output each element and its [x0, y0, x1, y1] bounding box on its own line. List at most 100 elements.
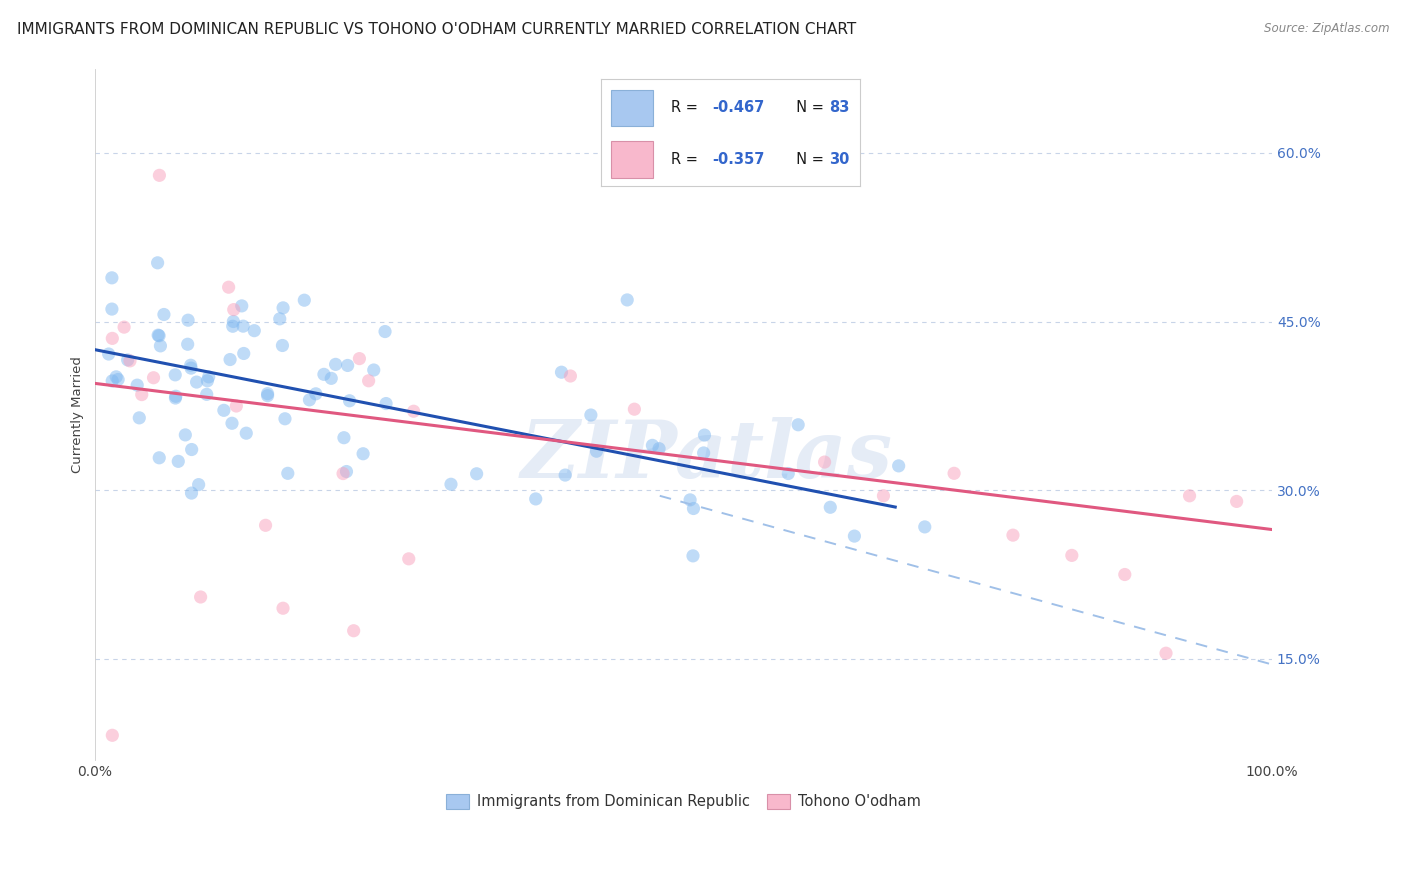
Point — [336, 359, 359, 373]
Point — [648, 442, 671, 456]
Point — [641, 438, 664, 452]
Point — [153, 308, 176, 322]
Point — [219, 352, 242, 367]
Point — [190, 590, 212, 604]
Point — [623, 402, 645, 417]
Point — [165, 368, 187, 382]
Point — [1001, 528, 1024, 542]
Point — [174, 428, 197, 442]
Point — [165, 389, 187, 403]
Point — [325, 357, 347, 371]
Point — [374, 325, 396, 339]
Point — [335, 465, 357, 479]
Point — [277, 467, 299, 481]
Point — [222, 302, 245, 317]
Point — [943, 467, 966, 481]
Text: ZIPatlas: ZIPatlas — [520, 417, 893, 494]
Point — [778, 467, 800, 481]
Point — [352, 447, 374, 461]
Point — [682, 549, 704, 563]
Point — [579, 408, 602, 422]
Y-axis label: Currently Married: Currently Married — [72, 356, 84, 473]
Point — [682, 501, 704, 516]
Point — [222, 314, 245, 328]
Text: Source: ZipAtlas.com: Source: ZipAtlas.com — [1264, 22, 1389, 36]
Point — [165, 391, 187, 405]
Point — [333, 431, 356, 445]
Point — [101, 270, 124, 285]
Point — [256, 389, 278, 403]
Point — [101, 302, 124, 317]
Point — [167, 454, 190, 468]
Point — [177, 313, 200, 327]
Point — [176, 337, 198, 351]
Point — [820, 500, 842, 515]
Point — [343, 624, 366, 638]
Point — [271, 301, 294, 315]
Point — [813, 455, 835, 469]
Point — [375, 396, 398, 410]
Point — [349, 351, 371, 366]
Point — [298, 392, 321, 407]
Point — [112, 320, 135, 334]
Point — [550, 365, 572, 379]
Point — [292, 293, 315, 308]
Point — [1060, 549, 1083, 563]
Point — [305, 386, 328, 401]
Point — [148, 169, 170, 183]
Point — [118, 354, 141, 368]
Point — [1154, 646, 1177, 660]
Point — [232, 319, 254, 334]
Point — [554, 468, 576, 483]
Point — [97, 347, 120, 361]
Point — [844, 529, 866, 543]
Point — [440, 477, 463, 491]
Point — [105, 369, 128, 384]
Point — [872, 489, 894, 503]
Point — [274, 411, 297, 425]
Point — [524, 491, 547, 506]
Point — [232, 346, 254, 360]
Point — [128, 410, 150, 425]
Point — [180, 361, 202, 376]
Point — [616, 293, 638, 307]
Point — [187, 477, 209, 491]
Point — [1114, 567, 1136, 582]
Point — [235, 426, 257, 441]
Point — [212, 403, 235, 417]
Point — [465, 467, 488, 481]
Point — [148, 450, 170, 465]
Point — [195, 387, 218, 401]
Point — [142, 370, 165, 384]
Point — [243, 324, 266, 338]
Point — [197, 374, 219, 388]
Point — [127, 378, 149, 392]
Point — [402, 404, 425, 418]
Point — [692, 446, 714, 460]
Point — [271, 601, 294, 615]
Point — [312, 368, 335, 382]
Point — [231, 299, 253, 313]
Point — [180, 442, 202, 457]
Point — [269, 311, 291, 326]
Point — [787, 417, 810, 432]
Point — [914, 520, 936, 534]
Point — [131, 387, 153, 401]
Point — [271, 338, 294, 352]
Point — [101, 331, 124, 345]
Point — [887, 458, 910, 473]
Point — [221, 417, 243, 431]
Point — [339, 393, 361, 408]
Point — [149, 339, 172, 353]
Point — [1178, 489, 1201, 503]
Point — [186, 375, 208, 389]
Point — [218, 280, 240, 294]
Point — [225, 399, 247, 413]
Point — [256, 386, 278, 401]
Legend: Immigrants from Dominican Republic, Tohono O'odham: Immigrants from Dominican Republic, Toho… — [440, 788, 927, 815]
Point — [117, 352, 139, 367]
Point — [197, 369, 219, 384]
Point — [693, 428, 716, 442]
Point — [1226, 494, 1249, 508]
Point — [321, 371, 343, 385]
